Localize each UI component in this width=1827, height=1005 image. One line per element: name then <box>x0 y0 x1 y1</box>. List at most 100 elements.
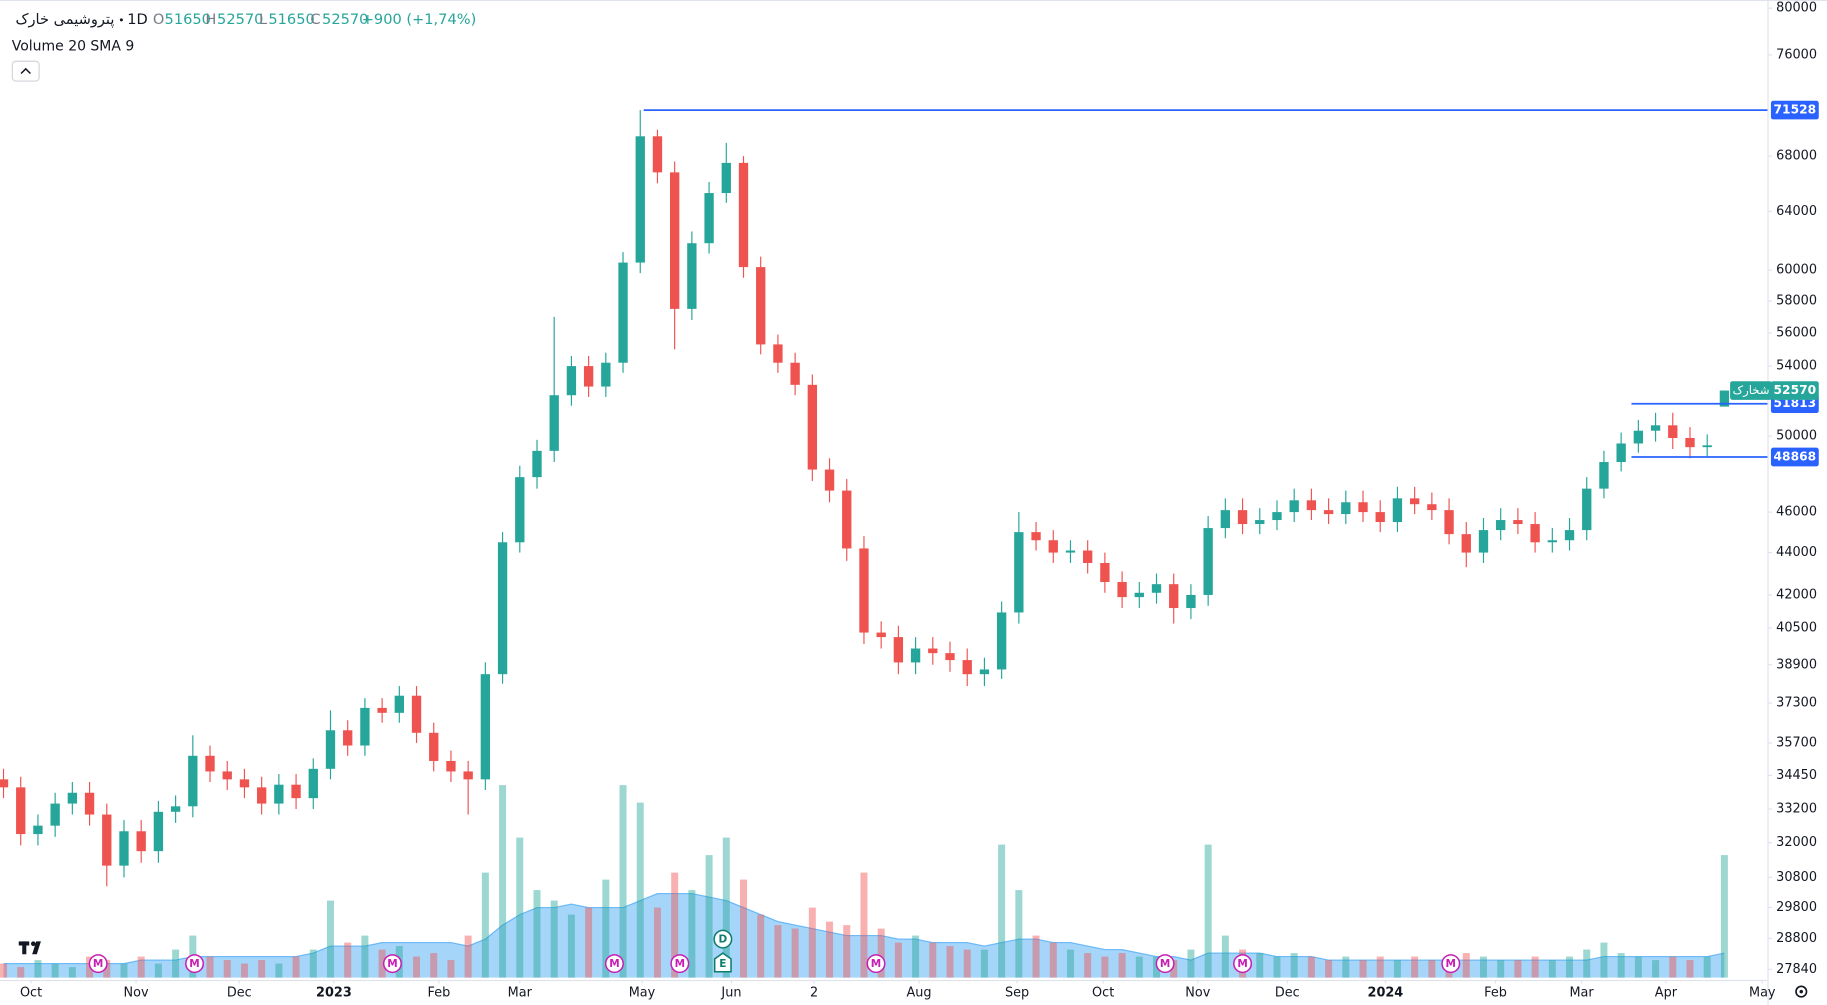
candle-body <box>1409 498 1420 505</box>
candle-body <box>497 542 508 675</box>
volume-bar <box>877 928 885 978</box>
volume-bar <box>1049 942 1057 978</box>
x-tick-label: Nov <box>1185 985 1210 1000</box>
candle-body <box>1530 524 1540 543</box>
candle-body <box>928 648 938 654</box>
candle-body <box>394 695 404 713</box>
volume-bar <box>826 921 834 978</box>
volume-bar <box>1566 956 1574 978</box>
candle-body <box>222 771 232 780</box>
candle-body <box>325 730 336 769</box>
volume-bar <box>1720 855 1728 978</box>
volume-bar <box>1548 960 1556 978</box>
x-tick-label: Feb <box>428 985 451 1000</box>
x-tick-label: Oct <box>1092 985 1114 1000</box>
candle-body <box>102 814 112 866</box>
y-tick-label: 46000 <box>1776 505 1817 520</box>
ohlc-label: H <box>205 11 216 28</box>
indicator-label: Volume 20 SMA 9 <box>12 39 135 55</box>
x-tick-label: 2 <box>810 985 818 1000</box>
volume-bar <box>361 935 369 978</box>
x-tick-label: Sep <box>1005 985 1029 1000</box>
volume-bar <box>120 963 128 978</box>
volume-bar <box>894 942 902 978</box>
plot: M M M M M M M M M ED <box>0 109 1768 978</box>
volume-bar <box>1307 956 1315 978</box>
y-tick-label: 35700 <box>1776 735 1817 750</box>
y-tick-label: 42000 <box>1776 587 1817 602</box>
candle-body <box>50 803 60 826</box>
volume-bar <box>1531 956 1539 978</box>
candle-body <box>1186 594 1196 609</box>
volume-bar <box>653 907 661 978</box>
event-marker <box>1233 954 1253 974</box>
volume-bar <box>757 914 765 978</box>
volume-bar <box>860 872 868 978</box>
candle-body <box>979 669 990 675</box>
volume-bar <box>980 949 988 978</box>
volume-bar <box>17 967 25 978</box>
event-marker <box>713 929 733 949</box>
volume-bar <box>1204 844 1212 978</box>
volume-bar <box>963 949 971 978</box>
event-label: M <box>609 958 619 970</box>
volume-bar <box>912 935 920 978</box>
y-tick-label: 80000 <box>1776 1 1817 16</box>
candle-body <box>515 477 525 543</box>
y-tick-label: 76000 <box>1776 47 1817 62</box>
event-marker <box>604 954 624 974</box>
settings-icon[interactable] <box>1795 985 1808 998</box>
level-price-box <box>1770 100 1819 120</box>
candle-body <box>859 548 869 633</box>
volume-bar <box>791 928 799 978</box>
candle-body <box>1564 530 1575 541</box>
x-tick-label: Mar <box>508 985 533 1000</box>
volume-bar <box>413 956 421 978</box>
y-tick-label: 44000 <box>1776 545 1817 560</box>
candle-body <box>1031 532 1041 541</box>
ohlc-value: 51650 <box>165 11 211 28</box>
event-marker <box>670 954 690 974</box>
x-tick-label: Feb <box>1484 985 1507 1000</box>
y-tick-label: 50000 <box>1776 429 1817 444</box>
volume-bar <box>0 963 8 978</box>
volume-bar <box>1583 949 1591 978</box>
candle-body <box>704 193 714 244</box>
volume-bar <box>137 956 145 978</box>
volume-bar <box>774 925 782 978</box>
candle-body <box>343 730 353 746</box>
candle-body <box>842 490 852 549</box>
volume-bar <box>223 960 231 978</box>
event-label: M <box>871 958 881 970</box>
candle-body <box>1134 592 1144 598</box>
event-marker <box>382 954 402 974</box>
tradingview-logo <box>18 941 41 955</box>
separator <box>119 18 123 22</box>
candle-body <box>463 771 473 780</box>
volume-bar <box>636 802 644 978</box>
volume-bar <box>671 872 679 978</box>
candle-body <box>1582 488 1592 531</box>
candle-body <box>756 267 766 345</box>
volume-bar <box>1084 953 1092 978</box>
candle-body <box>1065 550 1076 553</box>
candle-body <box>669 172 680 309</box>
y-tick-label: 58000 <box>1776 294 1817 309</box>
volume-bar <box>1634 956 1642 978</box>
volume-bar <box>34 960 42 978</box>
candle-body <box>790 362 800 385</box>
x-tick-label: Oct <box>20 985 42 1000</box>
collapse-button[interactable] <box>11 60 40 82</box>
candle-body <box>33 825 43 835</box>
candle-body <box>429 732 439 761</box>
volume-bar <box>1652 960 1660 978</box>
candle-body <box>1719 390 1730 407</box>
volume-bar <box>1135 956 1143 978</box>
interval: 1D <box>127 11 148 28</box>
y-tick-label: 34450 <box>1776 768 1817 783</box>
x-tick-label: Mar <box>1569 985 1594 1000</box>
candle-body <box>1599 462 1609 489</box>
